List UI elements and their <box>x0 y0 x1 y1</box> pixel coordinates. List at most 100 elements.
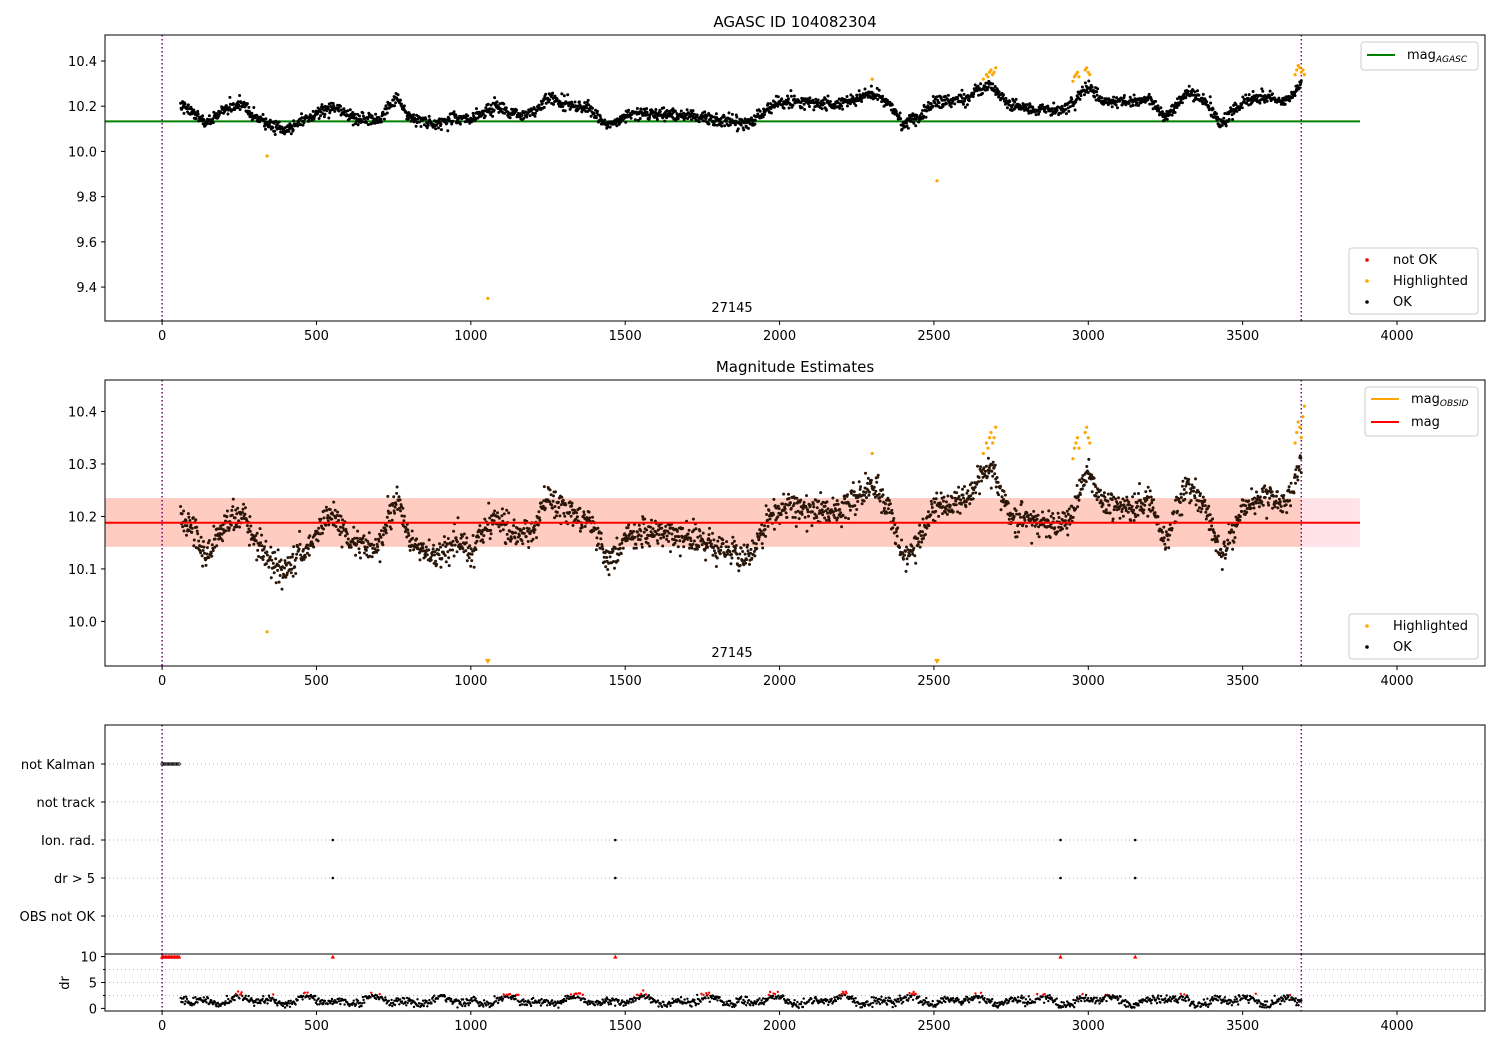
dr-point <box>261 997 264 1001</box>
ok-point <box>1146 485 1150 489</box>
ok-point <box>654 530 658 534</box>
dr-point <box>267 999 270 1002</box>
ok-point <box>284 563 288 567</box>
ok-point <box>362 551 366 555</box>
ok-point <box>1258 101 1262 105</box>
agasc-magnitude-panel: AGASC ID 104082304 0 500 1000 1500 2000 2500 3… <box>68 13 1486 344</box>
x-tick-label: 500 <box>304 329 329 344</box>
ok-point <box>1253 512 1257 516</box>
ok-point <box>1148 102 1152 106</box>
ok-point <box>1037 112 1041 116</box>
ok-point <box>412 113 416 117</box>
ok-point <box>761 546 765 550</box>
ok-point <box>586 110 590 113</box>
ok-point <box>194 518 198 522</box>
ok-point <box>182 509 186 513</box>
ok-point <box>865 496 868 500</box>
ok-point <box>823 504 827 508</box>
ok-point <box>330 517 334 521</box>
ok-point <box>233 106 237 110</box>
ok-point <box>1175 106 1179 109</box>
dr-point <box>315 999 318 1002</box>
dr-point <box>202 996 205 999</box>
ok-point <box>331 512 335 516</box>
ok-point <box>812 516 816 520</box>
ok-point <box>502 512 506 516</box>
ok-point <box>1154 99 1158 103</box>
ok-point <box>772 527 776 531</box>
ok-point <box>1148 489 1152 493</box>
ok-point <box>439 122 443 126</box>
ok-point <box>729 123 732 127</box>
highlighted-point <box>1298 425 1302 429</box>
ok-point <box>892 517 896 520</box>
ok-point <box>384 528 388 532</box>
ok-point <box>764 534 768 538</box>
ok-point <box>434 559 438 563</box>
ok-point <box>626 536 630 540</box>
ok-point <box>301 123 305 127</box>
ok-point <box>621 546 625 550</box>
ok-point <box>966 489 970 493</box>
ok-point <box>393 505 397 509</box>
ok-point <box>514 531 517 535</box>
ok-point <box>937 514 941 518</box>
ok-point <box>370 114 374 118</box>
ok-point <box>962 496 965 500</box>
ok-point <box>995 476 999 479</box>
ok-point <box>1144 490 1148 494</box>
ok-point <box>626 526 630 530</box>
ok-point <box>1078 97 1082 101</box>
ok-point <box>1232 530 1236 534</box>
ok-point <box>505 508 509 512</box>
ok-point <box>1011 512 1015 516</box>
ok-point <box>184 519 188 523</box>
ok-point <box>1265 492 1269 495</box>
ok-point <box>954 503 958 507</box>
ok-point <box>259 541 263 545</box>
ok-point <box>639 534 643 538</box>
ok-point <box>1160 110 1164 114</box>
ok-point <box>570 100 574 104</box>
ok-point <box>878 499 882 503</box>
ok-point <box>1151 107 1155 111</box>
ok-point <box>298 542 302 546</box>
ok-point <box>1232 540 1236 544</box>
ok-point <box>403 530 407 534</box>
ok-point <box>522 116 526 120</box>
ok-point <box>507 511 511 515</box>
ok-point <box>233 525 237 529</box>
ok-point <box>533 114 537 118</box>
ok-point <box>377 539 381 543</box>
ok-point <box>477 535 480 539</box>
ok-point <box>247 109 251 113</box>
ok-point <box>869 96 873 100</box>
ok-point <box>646 541 650 545</box>
ok-point <box>887 499 891 502</box>
ok-point <box>857 89 861 93</box>
ok-point <box>574 104 577 108</box>
ok-point <box>1132 93 1136 97</box>
ok-point <box>807 514 810 518</box>
ok-point <box>944 507 948 511</box>
ok-point <box>501 528 505 532</box>
ok-point <box>586 98 590 102</box>
ok-point <box>591 515 594 519</box>
dr-point <box>272 998 276 1001</box>
ok-point <box>633 535 637 539</box>
ok-point <box>540 102 544 105</box>
ok-point <box>1224 124 1228 128</box>
y-tick-label: 10.0 <box>68 615 97 630</box>
ok-point <box>378 560 382 564</box>
ok-point <box>891 526 895 530</box>
ok-point <box>482 534 486 538</box>
ok-point <box>632 546 636 550</box>
highlighted-point <box>1088 73 1092 77</box>
ok-point <box>221 523 225 527</box>
ok-point <box>1198 492 1202 496</box>
ok-point <box>639 107 643 111</box>
ok-point <box>723 124 727 128</box>
dr-point <box>181 1001 184 1004</box>
ok-point <box>596 526 600 530</box>
ok-point <box>277 580 281 584</box>
